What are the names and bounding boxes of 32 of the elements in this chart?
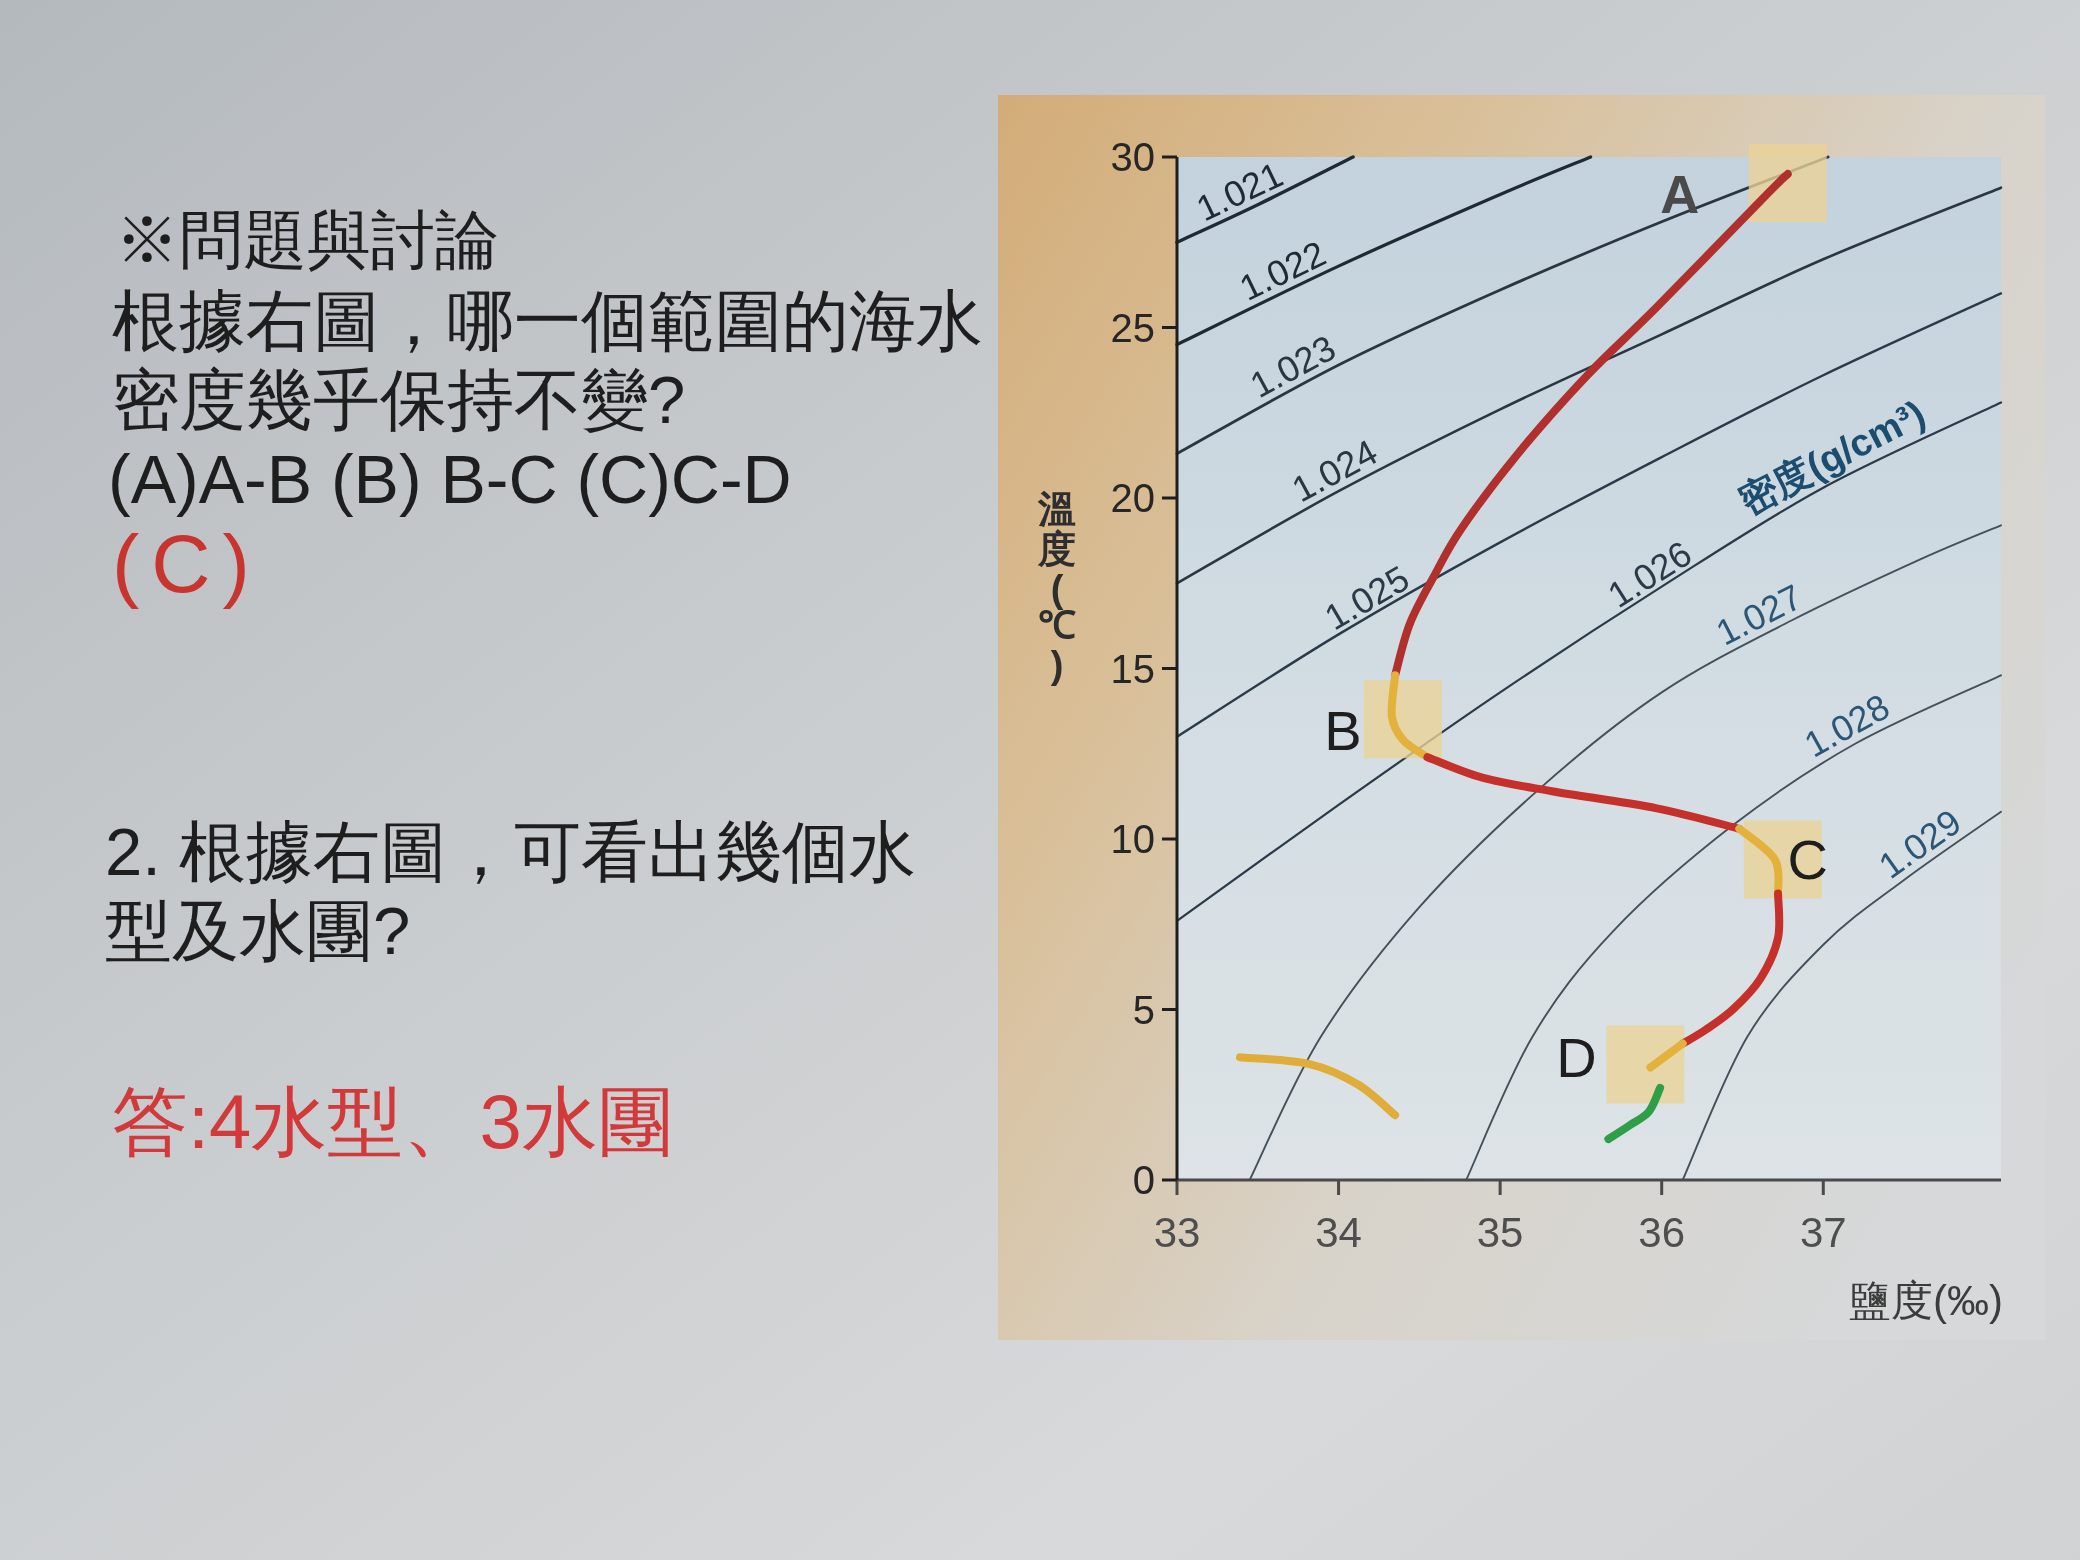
line-series: [1465, 674, 2002, 1181]
x-tick-label: 34: [1315, 1209, 1362, 1256]
y-tick-label: 20: [1110, 476, 1155, 520]
text: 1.021: [1189, 153, 1289, 230]
y-tick-label: 0: [1132, 1158, 1155, 1202]
y-tick-label: 15: [1110, 646, 1155, 691]
line-series: [1681, 810, 2002, 1181]
annotation: B: [1324, 698, 1362, 762]
text: 根據右圖，哪一個範圍的海水密度幾乎保持不變?: [112, 283, 983, 437]
line-series: [1248, 524, 2002, 1181]
text: (C): [112, 518, 262, 609]
text: 答:4水型、3水團: [112, 1079, 674, 1164]
y-tick-label: 5: [1132, 987, 1155, 1032]
annotation: A: [1660, 164, 1700, 225]
text: 1.027: [1709, 575, 1809, 654]
text: 1.023: [1243, 327, 1343, 406]
x-tick-label: 36: [1638, 1209, 1686, 1256]
text: 1.022: [1233, 232, 1333, 309]
x-tick-label: 37: [1799, 1209, 1847, 1256]
text: 1.028: [1797, 685, 1897, 766]
y-axis-title: 溫度(℃): [1037, 488, 1076, 686]
x-axis-title: 鹽度(‰): [1849, 1277, 2003, 1324]
y-tick-label: 30: [1110, 135, 1155, 179]
x-tick-label: 33: [1153, 1209, 1201, 1256]
text: 2. 根據右圖，可看出幾個水型及水團?: [105, 814, 917, 968]
annotation: D: [1556, 1025, 1597, 1089]
y-tick-label: 25: [1110, 305, 1155, 350]
annotation: C: [1787, 827, 1829, 891]
y-tick-label: 10: [1110, 817, 1155, 861]
text: (A)A-B (B) B-C (C)C-D: [108, 441, 792, 517]
x-tick-label: 35: [1476, 1209, 1524, 1256]
text: ※問題與討論: [115, 204, 499, 276]
